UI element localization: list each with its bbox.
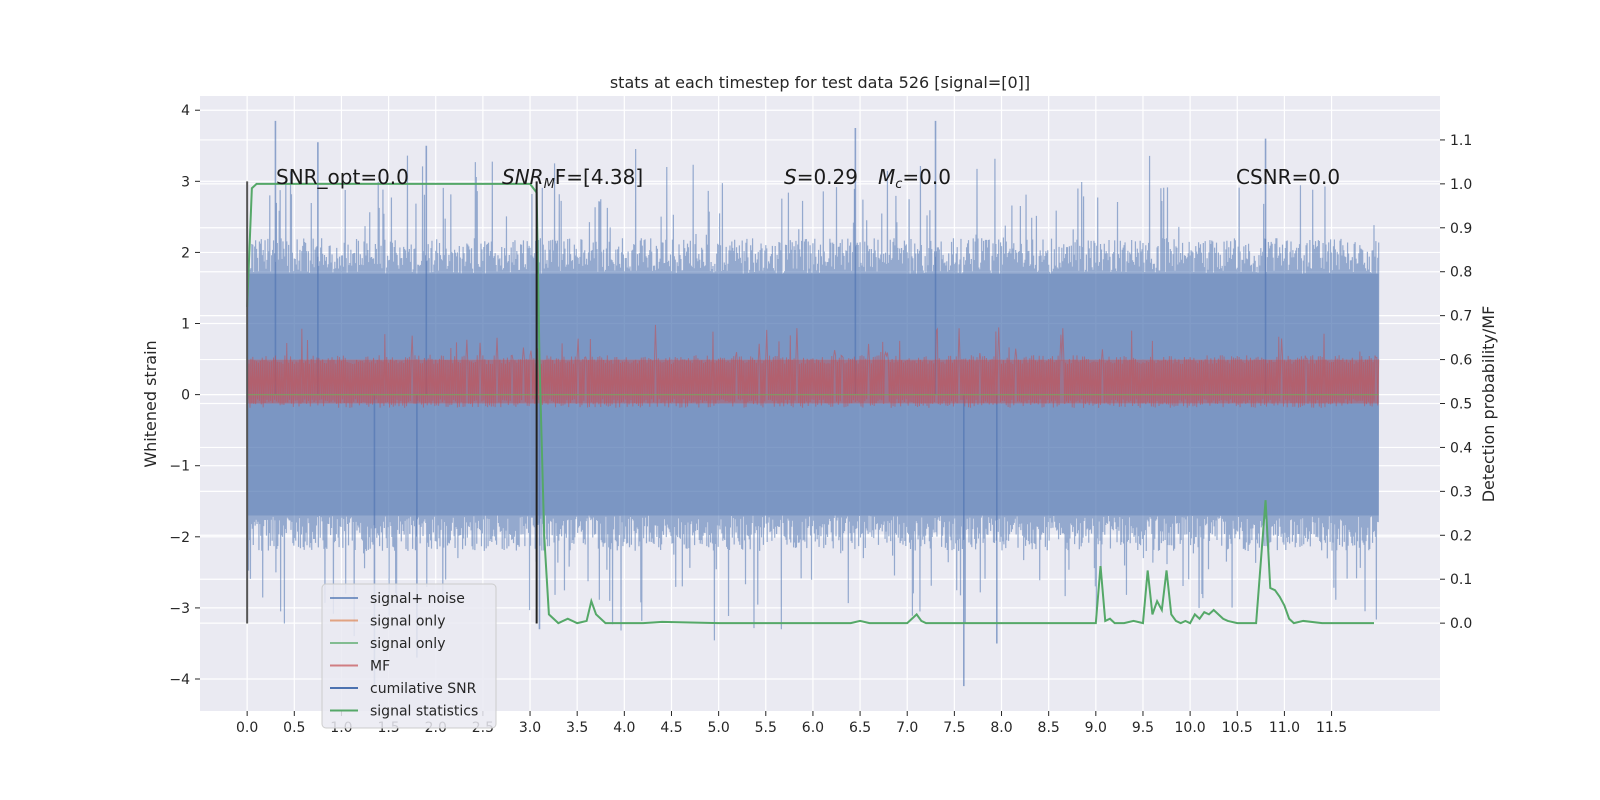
legend-label-5: signal statistics [370,704,478,720]
x-tick-label-22: 11.0 [1269,720,1300,736]
annotation-snr-mf-main: SNR [502,165,544,189]
annotation-snr-mf: SNRMF=[4.38] [502,165,643,192]
annotation-mc-value: Mc=0.0 [878,165,951,192]
y-right-tick-label-9: 0.9 [1450,221,1472,237]
legend-label-2: signal only [370,636,445,652]
y-right-tick-label-3: 0.3 [1450,484,1472,500]
x-tick-label-13: 6.5 [849,720,871,736]
x-tick-label-0: 0.0 [236,720,258,736]
chart-title: stats at each timestep for test data 526… [610,73,1030,92]
y-right-tick-label-10: 1.0 [1450,177,1472,193]
y-right-tick-label-5: 0.5 [1450,397,1472,413]
series-mf-line [246,324,1380,408]
y-right-axis-label: Detection probability/MF [1479,306,1498,503]
x-tick-label-19: 9.5 [1132,720,1154,736]
x-tick-label-14: 7.0 [896,720,918,736]
legend-label-4: cumilative SNR [370,681,477,697]
y-right-tick-label-7: 0.7 [1450,309,1472,325]
y-left-tick-label-0: −4 [169,672,190,688]
x-tick-label-18: 9.0 [1085,720,1107,736]
y-right-tick-label-0: 0.0 [1450,616,1472,632]
x-tick-label-1: 0.5 [283,720,305,736]
y-left-tick-label-3: −1 [169,459,190,475]
y-left-tick-label-8: 4 [181,103,190,119]
annotation-s-symbol: S [784,165,797,189]
annotation-mc-symbol: M [878,165,895,189]
vertical-markers [246,181,538,624]
series-layer [246,120,1380,687]
y-right-tick-labels: 0.0 0.1 0.2 0.3 0.4 0.5 0.6 0.7 0.8 0.9 1.0 1.1 [1440,133,1472,632]
annotation-mc-number: =0.0 [902,165,951,189]
y-right-tick-label-11: 1.1 [1450,133,1472,149]
x-tick-label-8: 4.0 [613,720,635,736]
annotation-s-number: =0.29 [797,165,858,189]
x-tick-label-10: 5.0 [707,720,729,736]
x-tick-label-21: 10.5 [1222,720,1253,736]
annotation-csnr: CSNR=0.0 [1236,165,1340,189]
y-left-tick-label-6: 2 [181,245,190,261]
x-tick-label-6: 3.0 [519,720,541,736]
y-right-tick-label-8: 0.8 [1450,265,1472,281]
annotation-snr-mf-value: F=[4.38] [555,165,643,189]
x-tick-label-9: 4.5 [660,720,682,736]
annotation-s-value: S=0.29 [784,165,858,189]
y-left-tick-label-1: −3 [169,601,190,617]
legend: signal+ noise signal only signal only MF cum… [321,583,497,729]
annotation-snr-opt: SNR_opt=0.0 [276,165,409,189]
x-tick-label-7: 3.5 [566,720,588,736]
x-tick-label-17: 8.5 [1038,720,1060,736]
x-tick-label-16: 8.0 [990,720,1012,736]
y-left-tick-label-7: 3 [181,174,190,190]
y-left-tick-label-4: 0 [181,388,190,404]
y-right-tick-label-4: 0.4 [1450,440,1472,456]
y-left-tick-labels: −4 −3 −2 −1 0 1 2 3 4 [169,103,200,688]
series-signal-noise-line [246,148,1380,641]
legend-label-1: signal only [370,614,445,630]
y-right-tick-label-6: 0.6 [1450,353,1472,369]
y-right-tick-label-1: 0.1 [1450,572,1472,588]
y-left-tick-label-5: 1 [181,317,190,333]
legend-box [321,583,497,729]
y-left-tick-label-2: −2 [169,530,190,546]
x-tick-label-15: 7.5 [943,720,965,736]
x-tick-label-12: 6.0 [802,720,824,736]
y-right-tick-label-2: 0.2 [1450,528,1472,544]
x-tick-label-11: 5.5 [755,720,777,736]
y-left-axis-label: Whitened strain [141,340,160,467]
x-tick-label-20: 10.0 [1175,720,1206,736]
legend-label-3: MF [370,659,390,675]
x-tick-label-23: 11.5 [1316,720,1347,736]
legend-label-0: signal+ noise [370,591,465,607]
annotation-mc-subscript: c [895,177,902,192]
annotation-snr-mf-subscript: M [544,177,555,192]
series-signal-statistics-line [246,182,1374,625]
